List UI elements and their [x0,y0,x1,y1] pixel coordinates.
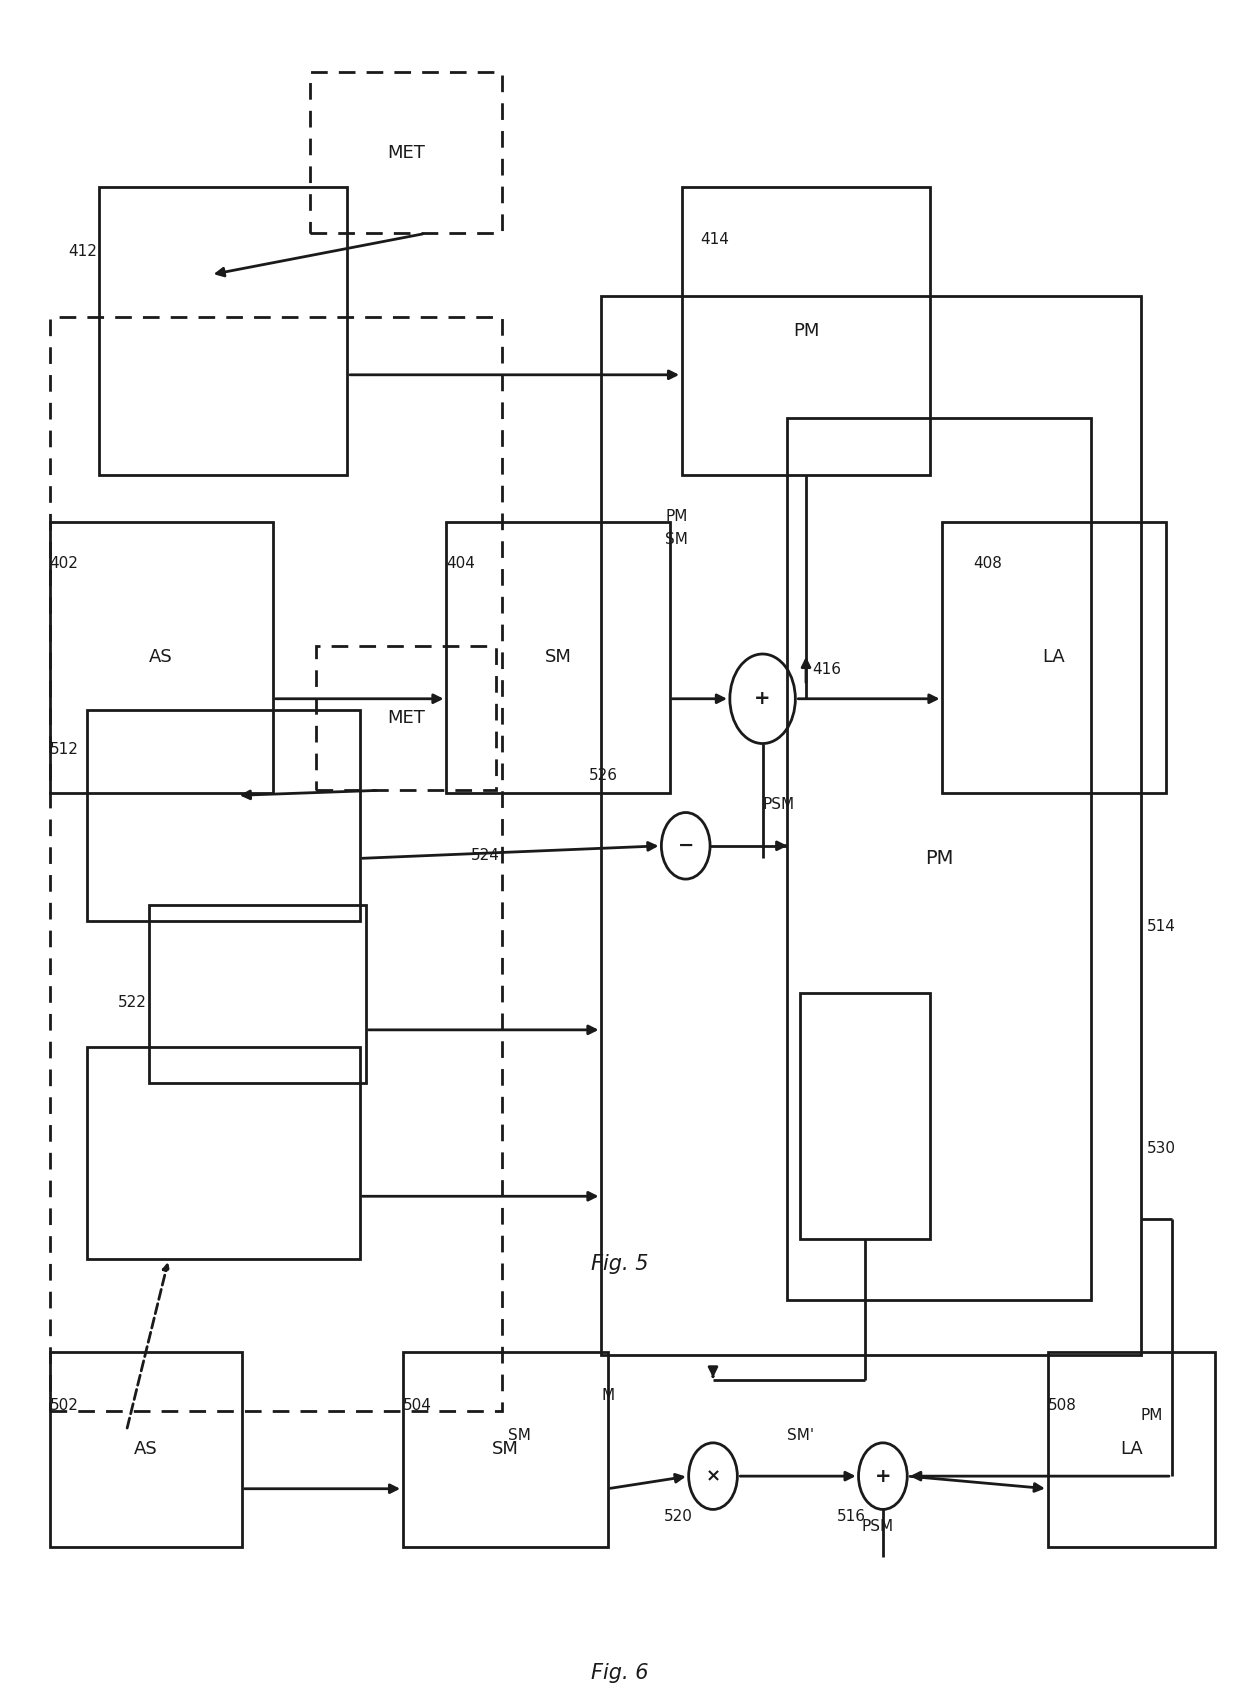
Text: MET: MET [387,144,425,163]
Text: PM: PM [792,322,820,341]
Bar [99,186,347,475]
Text: 414: 414 [701,232,729,247]
Bar [787,419,1091,1300]
Text: 408: 408 [973,556,1002,571]
Text: AS: AS [149,649,174,666]
Text: 504: 504 [403,1398,432,1414]
Text: MET: MET [387,709,425,727]
Text: 522: 522 [118,995,146,1010]
Bar [87,1048,360,1259]
Text: −: − [677,836,694,856]
Bar [403,1353,608,1548]
Text: +: + [874,1466,892,1485]
Text: SM: SM [666,532,688,547]
Bar [50,317,502,1410]
Text: 512: 512 [50,742,78,758]
Text: Fig. 5: Fig. 5 [591,1254,649,1275]
Text: 402: 402 [50,556,78,571]
Text: 412: 412 [68,244,97,259]
Text: SM: SM [544,649,572,666]
Text: PM: PM [925,849,954,868]
Bar [310,73,502,234]
Bar [446,522,670,793]
Text: LA: LA [1043,649,1065,666]
Text: SM: SM [508,1429,531,1442]
Text: PSM: PSM [862,1519,894,1534]
Text: 514: 514 [1147,919,1176,934]
Text: 520: 520 [663,1509,692,1524]
Bar [50,1353,242,1548]
Text: +: + [754,690,771,709]
Bar [601,295,1141,1354]
Text: AS: AS [134,1441,157,1458]
Bar [149,905,366,1083]
Bar [682,186,930,475]
Text: 508: 508 [1048,1398,1076,1414]
Bar [1048,1353,1215,1548]
Text: PM: PM [666,508,688,524]
Text: 516: 516 [837,1509,866,1524]
Bar [942,522,1166,793]
Text: M: M [601,1388,615,1403]
Bar [87,710,360,922]
Bar [316,646,496,790]
Text: SM: SM [492,1441,518,1458]
Text: 530: 530 [1147,1141,1176,1156]
Text: PM: PM [1141,1409,1163,1424]
Text: 524: 524 [471,849,500,863]
Text: 526: 526 [589,768,618,783]
Text: 404: 404 [446,556,475,571]
Bar [800,993,930,1239]
Text: Fig. 6: Fig. 6 [591,1663,649,1683]
Text: 416: 416 [812,661,841,676]
Text: SM': SM' [787,1429,815,1442]
Text: ×: × [706,1468,720,1485]
Text: LA: LA [1120,1441,1143,1458]
Bar [50,522,273,793]
Text: PSM: PSM [763,797,795,812]
Text: 502: 502 [50,1398,78,1414]
